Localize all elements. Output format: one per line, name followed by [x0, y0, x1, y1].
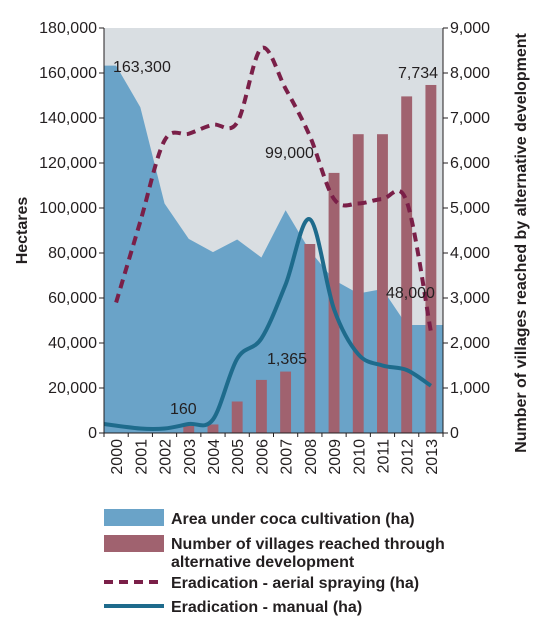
- x-tick-label: 2004: [206, 439, 223, 475]
- right-tick-label: 4,000: [450, 245, 490, 262]
- left-tick-label: 100,000: [39, 200, 97, 217]
- bar-villages-2013: [425, 84, 437, 433]
- x-tick-label: 2011: [375, 439, 392, 474]
- bar-villages-2010: [352, 134, 364, 433]
- right-tick-label: 1,000: [450, 380, 490, 397]
- x-tick-label: 2005: [230, 439, 247, 475]
- x-tick-label: 2013: [424, 439, 441, 475]
- bar-villages-2003: [183, 425, 195, 433]
- right-tick-label: 5,000: [450, 200, 490, 217]
- data-label: 163,300: [113, 59, 171, 76]
- right-tick-label: 8,000: [450, 65, 490, 82]
- x-tick-label: 2012: [400, 439, 417, 475]
- x-tick-label: 2006: [254, 439, 271, 475]
- left-tick-label: 140,000: [39, 110, 97, 127]
- x-tick-label: 2000: [109, 439, 126, 475]
- x-tick-label: 2008: [303, 439, 320, 475]
- x-tick-label: 2009: [327, 439, 344, 475]
- left-tick-label: 80,000: [48, 245, 97, 262]
- legend-label-aerial-spraying: Eradication - aerial spraying (ha): [171, 575, 419, 592]
- legend-swatch-villages: [104, 535, 164, 552]
- bar-villages-2007: [280, 371, 292, 433]
- legend-label-manual-eradication: Eradication - manual (ha): [171, 599, 362, 616]
- line-series-aerial-spraying: [114, 45, 433, 333]
- legend-swatch-coca-cultivation: [104, 509, 164, 526]
- bar-villages-2012: [401, 96, 413, 434]
- data-label: 48,000: [386, 285, 435, 302]
- legend-label-villages: Number of villages reached through altern…: [171, 536, 445, 571]
- left-tick-label: 40,000: [48, 335, 97, 352]
- right-tick-label: 7,000: [450, 110, 490, 127]
- left-tick-label: 160,000: [39, 65, 97, 82]
- right-axis-title: Number of villages reached by alternativ…: [513, 32, 530, 452]
- data-label: 7,734: [398, 65, 438, 82]
- x-tick-label: 2003: [182, 439, 199, 475]
- x-tick-label: 2002: [158, 439, 175, 475]
- data-label: 160: [170, 401, 197, 418]
- left-tick-label: 0: [88, 425, 97, 442]
- right-tick-label: 0: [450, 425, 459, 442]
- right-tick-label: 2,000: [450, 335, 490, 352]
- left-tick-label: 60,000: [48, 290, 97, 307]
- right-tick-label: 9,000: [450, 20, 490, 37]
- left-tick-label: 20,000: [48, 380, 97, 397]
- legend-label-coca-cultivation: Area under coca cultivation (ha): [171, 511, 415, 528]
- bar-villages-2011: [377, 134, 388, 433]
- bar-villages-2006: [255, 379, 267, 433]
- bar-villages-2004: [207, 424, 219, 433]
- right-tick-label: 6,000: [450, 155, 490, 172]
- left-tick-label: 180,000: [39, 20, 97, 37]
- left-axis-title: Hectares: [14, 197, 31, 265]
- x-tick-label: 2001: [133, 439, 150, 475]
- left-tick-label: 120,000: [39, 155, 97, 172]
- line-series-manual-eradication: [103, 217, 433, 432]
- data-label: 1,365: [267, 351, 307, 368]
- x-tick-label: 2010: [351, 439, 368, 475]
- x-tick-label: 2007: [279, 439, 296, 475]
- data-label: 99,000: [265, 145, 314, 162]
- bar-villages-2005: [231, 401, 243, 433]
- right-tick-label: 3,000: [450, 290, 490, 307]
- bar-villages-2008: [304, 244, 316, 433]
